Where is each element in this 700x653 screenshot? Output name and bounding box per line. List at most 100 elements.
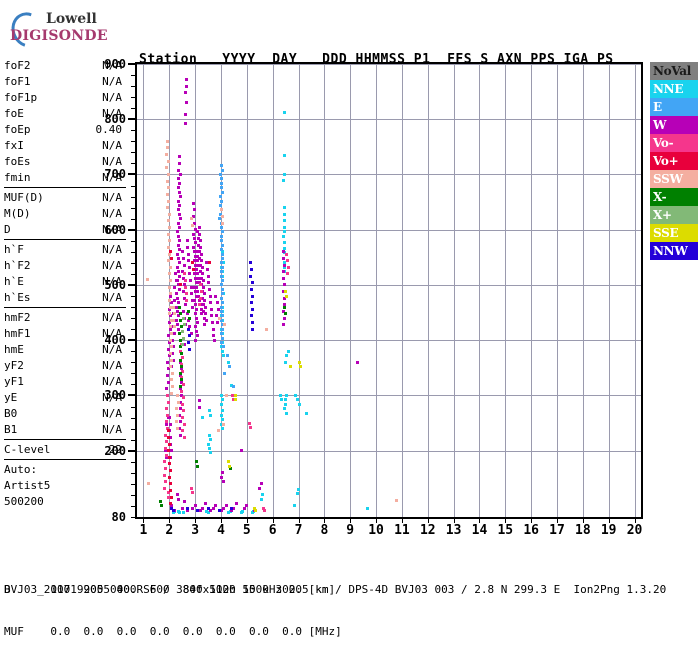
xtick-label-5: 5 (242, 523, 251, 538)
echo-point-vo (231, 393, 235, 397)
echo-point-w (174, 272, 178, 276)
echo-point-x (178, 358, 182, 362)
echo-point-e (220, 252, 224, 256)
echo-point-w (177, 301, 181, 305)
ionogram-plot-area[interactable]: 1 2 3 4 5 6 7 8 9 10 11 12 13 14 15 16 17 18 19 20 200 300 400… (104, 57, 643, 538)
ytick-major (128, 228, 137, 231)
echo-point-nnw (218, 508, 222, 512)
echo-point-ssw (170, 358, 174, 362)
echo-point-ssw (167, 285, 171, 289)
ytick-minor (131, 373, 137, 375)
param-value: N/A (102, 243, 122, 256)
param-value: N/A (102, 311, 122, 324)
param-value: N/A (102, 91, 122, 104)
legend-item-e[interactable]: E (650, 98, 698, 116)
echo-point-w (207, 281, 211, 285)
echo-point-w (177, 199, 181, 203)
echo-point-w (196, 237, 200, 241)
ytick-label-80: 80 (111, 510, 126, 524)
echo-point-w (168, 327, 172, 331)
echo-point-w (281, 250, 285, 254)
echo-point-nne (207, 442, 211, 446)
param-value: N/A (102, 171, 122, 184)
auto-label: Auto: (4, 463, 38, 476)
logo-digisonde-text: DIGISONDE (10, 28, 108, 44)
ytick-label-400: 400 (104, 333, 126, 348)
echo-point-w (282, 276, 286, 280)
echo-point-e (220, 301, 224, 305)
echo-point-w (195, 321, 199, 325)
echo-point-w (177, 274, 181, 278)
legend-item-ssw[interactable]: SSW (650, 170, 698, 188)
echo-point-e (220, 336, 224, 340)
legend-item-x[interactable]: X+ (650, 206, 698, 224)
legend-item-vo[interactable]: Vo+ (650, 152, 698, 170)
echo-point-w (198, 298, 202, 302)
echo-point-w (197, 226, 201, 230)
ytick-minor (131, 141, 137, 143)
echo-point-nnw (187, 334, 191, 338)
param-value: 22 (108, 443, 122, 456)
xtick-label-12: 12 (419, 523, 436, 538)
echo-point-w (184, 77, 188, 81)
echo-point-ssw (395, 498, 399, 502)
echo-point-w (191, 305, 195, 309)
echo-point-nne (283, 402, 287, 406)
gridline-vertical (324, 64, 326, 517)
echo-point-vo (166, 413, 170, 417)
echo-point-w (188, 325, 192, 329)
param-value: N/A (102, 343, 122, 356)
echo-point-w (177, 248, 181, 252)
echo-point-vo (182, 435, 186, 439)
echo-point-sse (227, 464, 231, 468)
legend-item-sse[interactable]: SSE (650, 224, 698, 242)
param-name: foF1 (4, 75, 31, 88)
legend-item-vo[interactable]: Vo- (650, 134, 698, 152)
param-name: h`F (4, 243, 24, 256)
echo-point-w (187, 265, 191, 269)
echo-point-nne (297, 487, 301, 491)
echo-point-nnw (249, 314, 253, 318)
echo-point-vo (179, 363, 183, 367)
echo-point-x (187, 309, 191, 313)
echo-point-w (193, 263, 197, 267)
echo-point-w (186, 312, 190, 316)
echo-point-w (184, 101, 188, 105)
echo-point-w (205, 261, 209, 265)
echo-point-w (182, 309, 186, 313)
echo-point-x (179, 365, 183, 369)
echo-point-nne (284, 360, 288, 364)
legend-item-x[interactable]: X- (650, 188, 698, 206)
xtick (350, 517, 352, 523)
echo-point-e (221, 292, 225, 296)
ytick-minor (131, 207, 137, 209)
echo-point-ssw (168, 252, 172, 256)
echo-point-nne (220, 413, 224, 417)
echo-point-w (176, 230, 180, 234)
echo-point-w (208, 294, 212, 298)
legend-item-noval[interactable]: NoVal (650, 62, 698, 80)
echo-point-e (219, 248, 223, 252)
echo-point-nne (285, 354, 289, 358)
echo-point-x (194, 460, 198, 464)
legend-item-nne[interactable]: NNE (650, 80, 698, 98)
echo-point-w (197, 294, 201, 298)
echo-point-w (206, 268, 210, 271)
xtick-label-15: 15 (497, 523, 514, 538)
echo-point-ssw (169, 292, 173, 296)
echo-point-vo (167, 462, 171, 466)
echo-point-e (220, 230, 224, 234)
param-row-clevel: C-level 22 (4, 442, 126, 458)
echo-point-w (282, 309, 286, 313)
legend-item-w[interactable]: W (650, 116, 698, 134)
plot-datapoints (137, 64, 641, 517)
ytick-minor (131, 362, 137, 364)
echo-point-w (177, 212, 181, 216)
echo-point-e (220, 287, 224, 291)
echo-point-ssw (219, 208, 223, 212)
legend-item-nnw[interactable]: NNW (650, 242, 698, 260)
echo-point-w (165, 387, 169, 391)
echo-point-nne (207, 446, 211, 450)
echo-point-sse (285, 294, 289, 298)
echo-point-w (176, 186, 180, 190)
